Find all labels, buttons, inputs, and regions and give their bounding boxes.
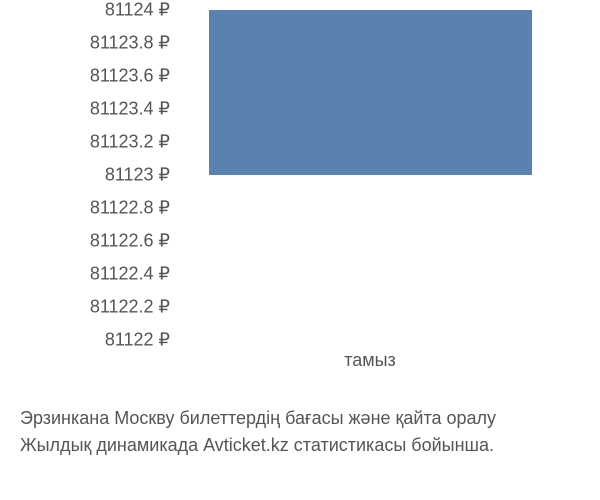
caption-line-2: Жылдық динамикада Avticket.kz статистика…	[20, 432, 580, 459]
y-axis: 81124 ₽81123.8 ₽81123.6 ₽81123.4 ₽81123.…	[0, 10, 175, 340]
y-tick-label: 81122.2 ₽	[90, 297, 170, 318]
y-tick-label: 81122.8 ₽	[90, 198, 170, 219]
y-tick-label: 81124 ₽	[105, 0, 170, 21]
y-tick-label: 81122.4 ₽	[90, 264, 170, 285]
chart-caption: Эрзинкана Москву билеттердің бағасы және…	[20, 405, 580, 459]
y-tick-label: 81123.6 ₽	[90, 66, 170, 87]
y-tick-label: 81123.8 ₽	[90, 33, 170, 54]
caption-line-1: Эрзинкана Москву билеттердің бағасы және…	[20, 405, 580, 432]
chart-container: 81124 ₽ 81123.8 ₽ 81123.6 ₽ 81123.4 ₽ 81123.…	[0, 0, 600, 500]
y-tick-label: 81122 ₽	[105, 330, 170, 351]
y-tick-label: 81123.4 ₽	[90, 99, 170, 120]
y-tick-label: 81123 ₽	[105, 165, 170, 186]
plot-area	[180, 10, 560, 340]
y-tick-label: 81123.2 ₽	[90, 132, 170, 153]
bar	[209, 10, 532, 175]
y-tick-label: 81122.6 ₽	[90, 231, 170, 252]
x-axis-label: тамыз	[180, 350, 560, 371]
